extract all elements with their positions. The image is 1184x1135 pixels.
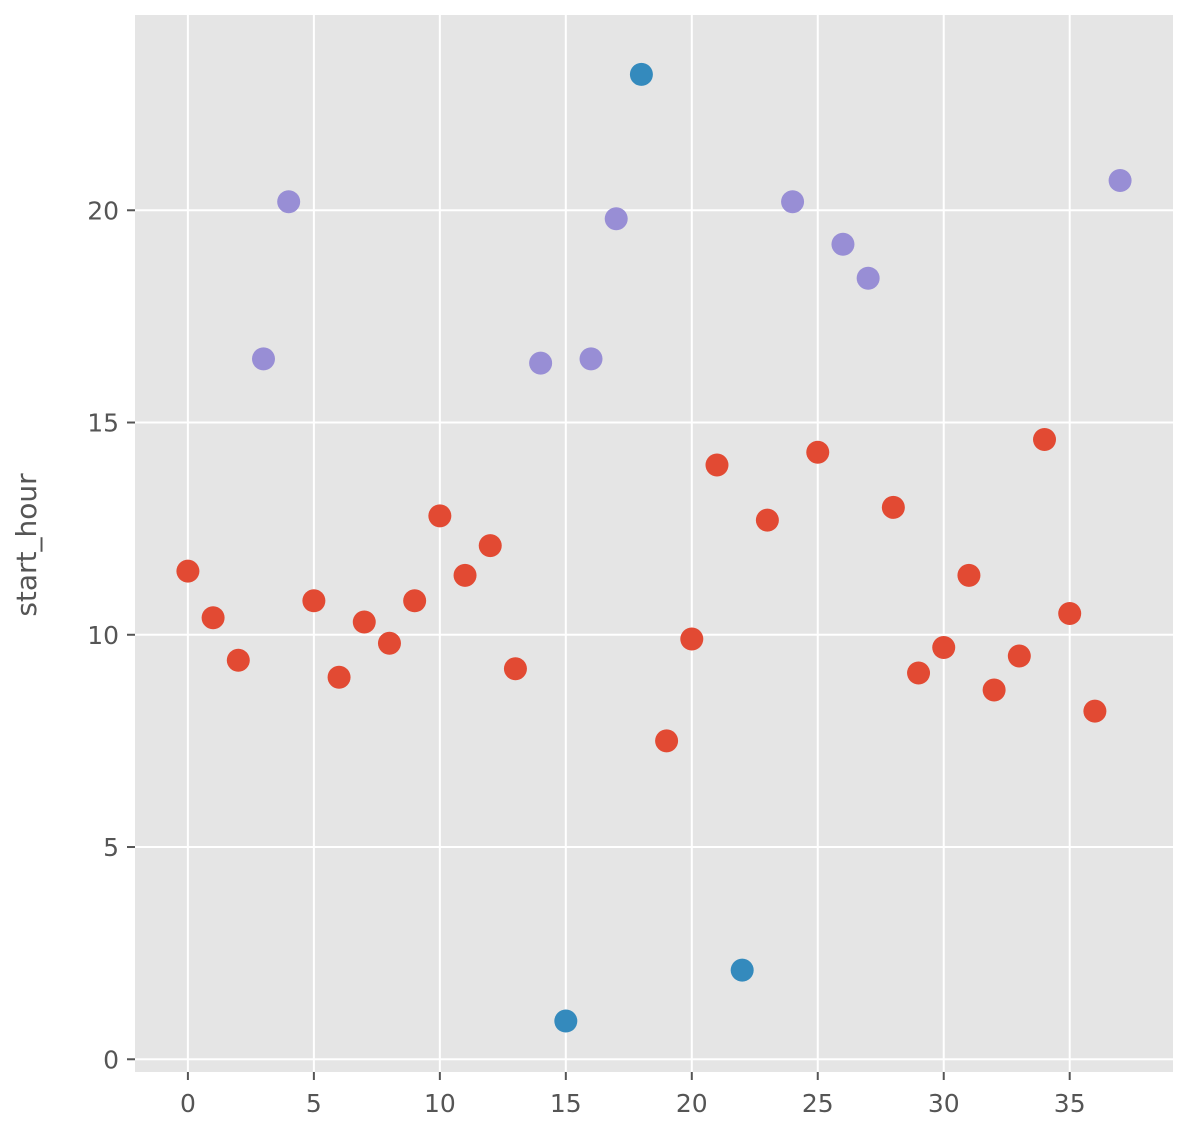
x-tick-label: 15 <box>550 1089 582 1118</box>
x-tick-label: 10 <box>424 1089 456 1118</box>
data-point <box>604 207 628 231</box>
data-point <box>176 559 200 583</box>
x-tick-label: 35 <box>1054 1089 1086 1118</box>
x-tick-label: 30 <box>928 1089 960 1118</box>
data-point <box>856 266 880 290</box>
y-tick-label: 20 <box>87 196 119 225</box>
data-point <box>907 661 931 685</box>
data-point <box>1033 427 1057 451</box>
data-point <box>781 190 805 214</box>
data-points <box>176 62 1132 1033</box>
data-point <box>1083 699 1107 723</box>
y-tick-label: 0 <box>103 1045 119 1074</box>
data-point <box>831 232 855 256</box>
x-tick-label: 0 <box>180 1089 196 1118</box>
x-tick-label: 5 <box>306 1089 322 1118</box>
y-tick-label: 10 <box>87 621 119 650</box>
data-point <box>428 504 452 528</box>
x-tick-label: 20 <box>676 1089 708 1118</box>
y-axis-label: start_hour <box>10 473 43 617</box>
plot-background <box>135 15 1173 1072</box>
data-point <box>453 563 477 587</box>
data-point <box>629 62 653 86</box>
data-point <box>403 589 427 613</box>
data-point <box>201 606 225 630</box>
data-point <box>302 589 326 613</box>
axis-ticks: 0 5 10 15 20 25 30 35 0 5 10 15 20 <box>87 196 1085 1118</box>
grid-lines <box>135 15 1173 1072</box>
data-point <box>655 729 679 753</box>
data-point <box>352 610 376 634</box>
data-point <box>478 534 502 558</box>
data-point <box>327 665 351 689</box>
data-point <box>251 347 275 371</box>
data-point <box>503 657 527 681</box>
data-point <box>1108 169 1132 193</box>
x-tick-label: 25 <box>802 1089 834 1118</box>
y-tick-label: 15 <box>87 409 119 438</box>
data-point <box>881 495 905 519</box>
y-tick-label: 5 <box>103 833 119 862</box>
data-point <box>755 508 779 532</box>
data-point <box>579 347 603 371</box>
data-point <box>529 351 553 375</box>
data-point <box>680 627 704 651</box>
data-point <box>1058 602 1082 626</box>
data-point <box>982 678 1006 702</box>
data-point <box>1007 644 1031 668</box>
data-point <box>705 453 729 477</box>
data-point <box>377 631 401 655</box>
data-point <box>957 563 981 587</box>
data-point <box>932 636 956 660</box>
data-point <box>730 958 754 982</box>
data-point <box>226 648 250 672</box>
data-point <box>277 190 301 214</box>
data-point <box>554 1009 578 1033</box>
data-point <box>806 440 830 464</box>
